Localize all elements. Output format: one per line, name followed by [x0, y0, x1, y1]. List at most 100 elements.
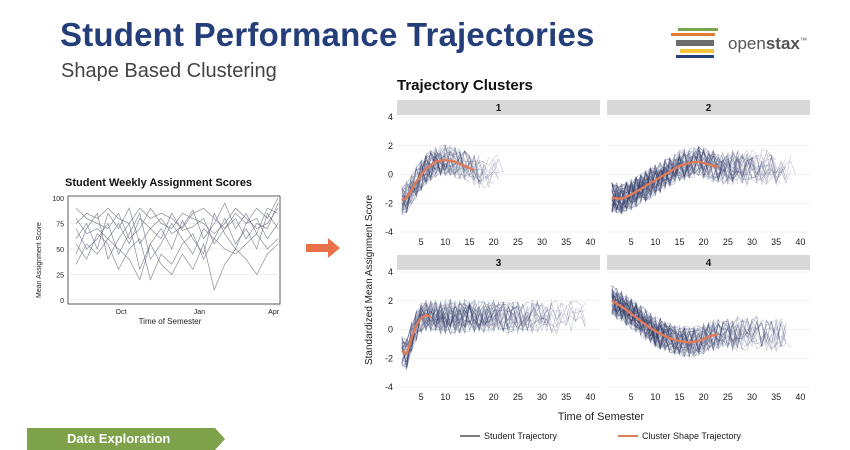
student-trajectory-line [401, 151, 470, 214]
panel-header-label: 1 [496, 103, 502, 114]
student-trajectory-line [611, 151, 690, 211]
student-trajectory-line [401, 153, 494, 213]
student-trajectory-line [611, 295, 699, 355]
student-trajectory-line [611, 149, 787, 209]
cluster-shape-line [611, 160, 719, 201]
cluster-shape-line [401, 158, 475, 202]
student-trajectory-line [401, 302, 461, 348]
student-trajectory-line [401, 299, 552, 366]
student-trajectory-line [611, 293, 690, 353]
student-trajectory-line [401, 301, 475, 368]
student-trajectory-line [611, 146, 791, 213]
left-ytick-label: 100 [52, 196, 64, 203]
panel-ytick-label: -4 [385, 382, 393, 392]
panel-xtick-label: 5 [419, 237, 424, 247]
student-trajectory-line [401, 299, 552, 367]
student-trajectory-line [611, 296, 728, 353]
panel-xtick-label: 30 [537, 237, 547, 247]
student-trajectory-line [611, 159, 700, 199]
student-trajectory-line [611, 288, 787, 356]
left-plot-frame [67, 195, 281, 305]
student-trajectory-line [401, 160, 446, 206]
student-trajectory-line [401, 302, 494, 366]
left-ytick-label: 0 [60, 298, 64, 305]
student-trajectory-line [611, 175, 646, 212]
student-trajectory-line [401, 303, 586, 359]
panel-ytick-label: -2 [385, 198, 393, 208]
student-trajectory-line [611, 150, 753, 213]
student-trajectory-line [611, 293, 787, 353]
cluster-shape-line [401, 313, 432, 356]
student-trajectory-line [401, 150, 441, 204]
student-trajectory-line [611, 295, 719, 347]
student-trajectory-line [611, 146, 772, 213]
student-trajectory-line [401, 151, 465, 196]
student-trajectory-line [611, 291, 743, 353]
panel-xtick-label: 10 [650, 392, 660, 402]
panel-xtick-label: 30 [537, 392, 547, 402]
panel-xtick-label: 35 [771, 237, 781, 247]
student-trajectory-line [401, 300, 518, 368]
student-trajectory-line [401, 144, 485, 204]
student-trajectory-line [401, 301, 586, 351]
student-trajectory-line [611, 149, 748, 210]
student-trajectory-line [611, 150, 753, 209]
panel-xtick-label: 35 [771, 392, 781, 402]
panel-xtick-label: 15 [674, 392, 684, 402]
student-trajectory-line [611, 156, 680, 202]
student-trajectory-line [611, 299, 709, 356]
student-trajectory-line [611, 149, 699, 213]
student-trajectory-line [611, 296, 733, 357]
slide-subtitle: Shape Based Clustering [61, 60, 277, 82]
panel-ytick-label: 0 [388, 325, 393, 335]
score-series-line [75, 212, 279, 271]
logo-trademark: ™ [799, 37, 807, 45]
student-trajectory-line [611, 296, 719, 352]
panel-xtick-label: 15 [674, 237, 684, 247]
student-trajectory-line [611, 299, 738, 350]
student-trajectory-line [401, 301, 552, 360]
student-trajectory-line [401, 149, 485, 208]
student-trajectory-line [611, 291, 757, 357]
student-trajectory-line [611, 152, 787, 210]
student-trajectory-line [611, 150, 791, 210]
student-trajectory-line [611, 153, 699, 203]
panel-header-strip [607, 255, 810, 270]
logo-bar-yellow [680, 49, 714, 53]
student-trajectory-line [401, 299, 494, 353]
student-trajectory-line [611, 292, 646, 330]
student-trajectory-line [401, 147, 446, 207]
panel-ytick-label: 2 [388, 296, 393, 306]
student-trajectory-line [611, 297, 685, 352]
left-ytick-label: 50 [56, 247, 64, 254]
logo-bar-orange [671, 33, 715, 36]
student-trajectory-line [611, 294, 709, 358]
student-trajectory-line [401, 306, 543, 351]
student-trajectory-line [611, 287, 782, 355]
panel-xtick-label: 10 [650, 237, 660, 247]
student-trajectory-line [611, 289, 666, 339]
student-trajectory-line [611, 300, 651, 326]
right-chart-xlabel: Time of Semester [558, 411, 645, 423]
student-trajectory-line [401, 301, 528, 365]
student-trajectory-line [611, 294, 675, 350]
left-xtick-label: Apr [268, 309, 280, 316]
slide-title: Student Performance Trajectories [60, 16, 595, 53]
student-trajectory-line [401, 147, 485, 213]
student-trajectory-line [611, 150, 782, 214]
score-series-line [75, 238, 279, 291]
left-xtick-label: Jan [194, 309, 205, 316]
student-trajectory-line [611, 181, 651, 206]
score-series-line [75, 207, 279, 240]
student-trajectory-line [611, 293, 787, 358]
score-series-line [75, 212, 279, 261]
panel-xtick-label: 35 [561, 392, 571, 402]
student-trajectory-line [401, 300, 548, 351]
student-trajectory-line [401, 300, 586, 347]
student-trajectory-line [401, 150, 499, 210]
student-trajectory-line [401, 304, 475, 363]
student-trajectory-line [611, 153, 787, 214]
panel-xtick-label: 5 [629, 392, 634, 402]
student-trajectory-line [611, 153, 685, 210]
